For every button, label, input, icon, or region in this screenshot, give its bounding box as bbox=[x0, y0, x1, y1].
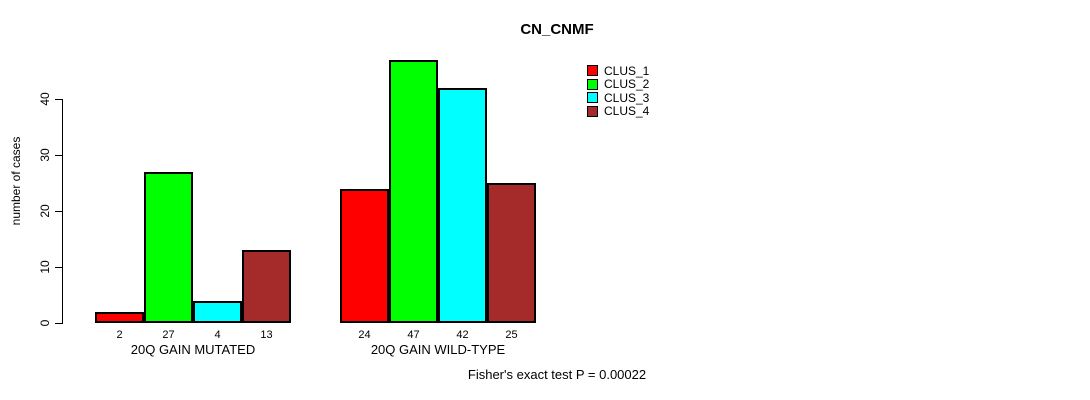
legend-item-clus_1: CLUS_1 bbox=[587, 64, 649, 78]
legend-label: CLUS_4 bbox=[604, 104, 650, 119]
y-tick-label: 0 bbox=[38, 319, 52, 327]
legend-swatch bbox=[587, 105, 598, 117]
bar-clus_4-0 bbox=[242, 250, 291, 323]
legend-label: CLUS_3 bbox=[604, 90, 650, 105]
y-tick-label: 40 bbox=[38, 92, 52, 106]
bar-clus_1-1 bbox=[340, 188, 389, 323]
bar-clus_2-0 bbox=[144, 171, 193, 323]
bar-value-label: 42 bbox=[456, 329, 469, 341]
legend: CLUS_1 CLUS_2 CLUS_3 CLUS_4 bbox=[587, 64, 649, 118]
y-tick-label: 30 bbox=[38, 148, 52, 162]
legend-label: CLUS_1 bbox=[604, 63, 650, 78]
y-tick-mark bbox=[55, 99, 62, 100]
y-tick-label: 20 bbox=[38, 204, 52, 218]
bar-value-label: 27 bbox=[162, 329, 175, 341]
category-label: 20Q GAIN WILD-TYPE bbox=[370, 342, 506, 357]
legend-swatch bbox=[587, 78, 598, 90]
legend-item-clus_4: CLUS_4 bbox=[587, 104, 650, 119]
legend-item-clus_3: CLUS_3 bbox=[587, 91, 649, 105]
legend-swatch bbox=[587, 92, 598, 104]
legend-item-clus_2: CLUS_2 bbox=[587, 77, 650, 92]
bar-value-label: 13 bbox=[260, 329, 273, 341]
bar-clus_1-0 bbox=[95, 311, 144, 323]
fisher-test-annotation: Fisher's exact test P = 0.00022 bbox=[467, 367, 647, 382]
category-label: 20Q GAIN MUTATED bbox=[130, 342, 256, 357]
y-tick-mark bbox=[55, 323, 62, 324]
y-axis-spine bbox=[62, 99, 63, 324]
bar-value-label: 4 bbox=[214, 329, 221, 341]
y-tick-mark bbox=[55, 267, 62, 268]
y-tick-label: 10 bbox=[38, 260, 52, 274]
legend-swatch bbox=[587, 65, 598, 77]
chart-title: CN_CNMF bbox=[520, 21, 594, 38]
y-tick-mark bbox=[55, 155, 62, 156]
bar-value-label: 25 bbox=[505, 329, 518, 341]
bar-value-label: 24 bbox=[358, 329, 371, 341]
bar-value-label: 47 bbox=[407, 329, 420, 341]
bar-clus_3-1 bbox=[438, 87, 487, 323]
bar-clus_3-0 bbox=[193, 300, 242, 323]
bar-value-label: 2 bbox=[116, 329, 123, 341]
bar-clus_4-1 bbox=[487, 183, 536, 323]
legend-label: CLUS_2 bbox=[604, 77, 650, 92]
y-tick-mark bbox=[55, 211, 62, 212]
bar-clus_2-1 bbox=[389, 59, 438, 323]
y-axis-label: number of cases bbox=[9, 136, 23, 226]
